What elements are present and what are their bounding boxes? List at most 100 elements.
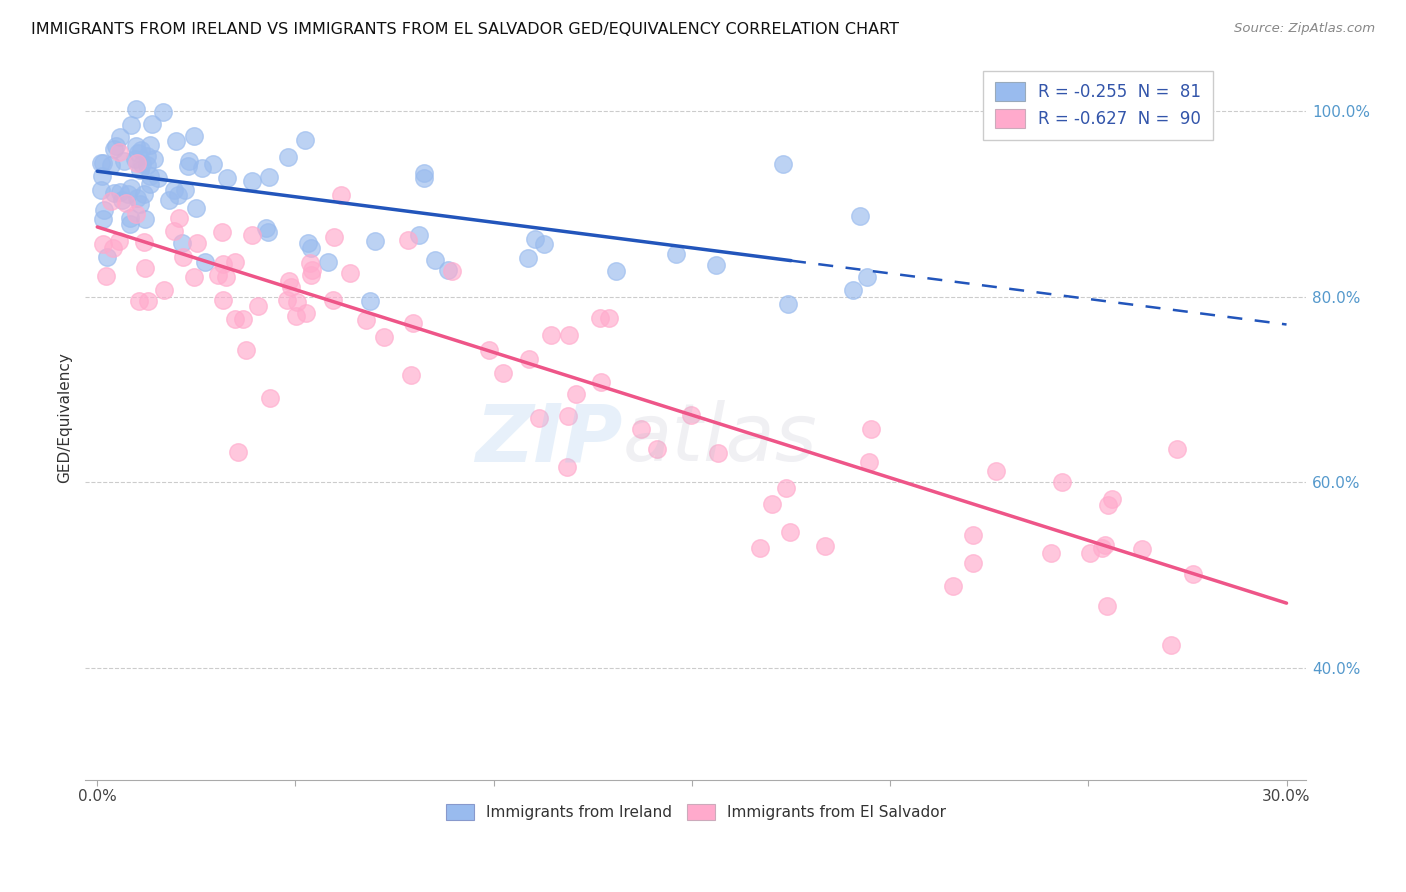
Text: atlas: atlas [623, 401, 817, 478]
Point [299, 256, 322, 270]
Point [183, 128, 205, 143]
Point [172, 236, 194, 251]
Point [775, 481, 797, 495]
Point [240, 174, 263, 188]
Point [104, 138, 127, 153]
Point [681, 409, 703, 423]
Point [359, 294, 381, 309]
Point [172, 250, 194, 264]
Point [136, 294, 159, 309]
Point [103, 142, 125, 156]
Point [194, 254, 217, 268]
Point [186, 201, 208, 215]
Point [517, 251, 540, 265]
Point [259, 391, 281, 405]
Point [139, 138, 162, 153]
Point [1094, 538, 1116, 552]
Point [1182, 567, 1205, 582]
Point [301, 262, 323, 277]
Point [257, 225, 280, 239]
Point [129, 143, 152, 157]
Point [134, 260, 156, 275]
Point [399, 368, 422, 382]
Point [776, 297, 799, 311]
Point [517, 352, 540, 367]
Point [226, 444, 249, 458]
Point [408, 227, 430, 242]
Point [202, 157, 225, 171]
Point [120, 217, 142, 231]
Text: ZIP: ZIP [475, 401, 623, 478]
Point [363, 234, 385, 248]
Point [284, 309, 307, 323]
Point [984, 465, 1007, 479]
Point [523, 232, 546, 246]
Point [125, 156, 148, 170]
Point [132, 186, 155, 201]
Point [707, 446, 730, 460]
Point [589, 375, 612, 389]
Text: Source: ZipAtlas.com: Source: ZipAtlas.com [1234, 22, 1375, 36]
Point [558, 328, 581, 343]
Point [91, 169, 114, 183]
Point [373, 330, 395, 344]
Point [146, 170, 169, 185]
Point [240, 227, 263, 242]
Point [441, 264, 464, 278]
Point [855, 270, 877, 285]
Point [533, 237, 555, 252]
Point [224, 255, 246, 269]
Point [115, 196, 138, 211]
Point [1039, 546, 1062, 560]
Point [232, 312, 254, 326]
Point [165, 134, 187, 148]
Point [90, 156, 112, 170]
Point [402, 316, 425, 330]
Point [163, 224, 186, 238]
Point [112, 154, 135, 169]
Point [129, 197, 152, 211]
Point [704, 258, 727, 272]
Point [100, 158, 122, 172]
Point [129, 162, 152, 177]
Point [90, 183, 112, 197]
Point [120, 181, 142, 195]
Point [139, 178, 162, 192]
Point [1050, 475, 1073, 489]
Point [859, 422, 882, 436]
Point [280, 280, 302, 294]
Point [217, 171, 239, 186]
Point [212, 257, 235, 271]
Point [183, 269, 205, 284]
Point [177, 159, 200, 173]
Point [110, 186, 132, 200]
Point [131, 156, 153, 170]
Point [942, 578, 965, 592]
Legend: Immigrants from Ireland, Immigrants from El Salvador: Immigrants from Ireland, Immigrants from… [440, 798, 952, 826]
Point [1078, 546, 1101, 560]
Point [117, 186, 139, 201]
Point [322, 293, 344, 307]
Point [598, 310, 620, 325]
Point [1166, 442, 1188, 456]
Text: IMMIGRANTS FROM IRELAND VS IMMIGRANTS FROM EL SALVADOR GED/EQUIVALENCY CORRELATI: IMMIGRANTS FROM IRELAND VS IMMIGRANTS FR… [31, 22, 898, 37]
Point [134, 212, 156, 227]
Point [478, 343, 501, 357]
Point [93, 202, 115, 217]
Point [529, 411, 551, 425]
Point [211, 226, 233, 240]
Point [157, 194, 180, 208]
Point [294, 133, 316, 147]
Point [108, 130, 131, 145]
Point [645, 442, 668, 456]
Point [214, 270, 236, 285]
Point [110, 194, 132, 208]
Point [1097, 499, 1119, 513]
Point [108, 234, 131, 248]
Point [124, 152, 146, 166]
Point [125, 138, 148, 153]
Point [135, 149, 157, 163]
Point [127, 145, 149, 160]
Point [761, 497, 783, 511]
Point [163, 183, 186, 197]
